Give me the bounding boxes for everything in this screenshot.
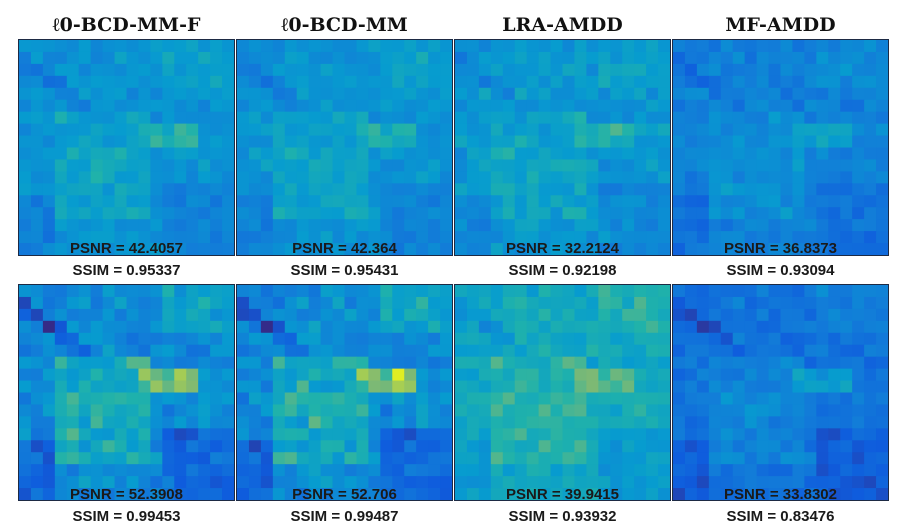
ssim-label: SSIM = 0.95431: [290, 262, 399, 279]
column-title-l0-bcd-mm-f: ℓ0-BCD-MM-F: [52, 14, 201, 36]
column-title-mf-amdd: MF-AMDD: [725, 14, 836, 36]
psnr-label: PSNR = 42.364: [292, 240, 397, 257]
image-panel: [236, 39, 453, 256]
ssim-label: SSIM = 0.83476: [726, 508, 835, 525]
ssim-label: SSIM = 0.92198: [508, 262, 617, 279]
image-panel: [454, 39, 671, 256]
ssim-label: SSIM = 0.93932: [508, 508, 617, 525]
column-title-l0-bcd-mm: ℓ0-BCD-MM: [281, 14, 408, 36]
psnr-label: PSNR = 39.9415: [506, 486, 619, 503]
psnr-label: PSNR = 52.3908: [70, 486, 183, 503]
psnr-label: PSNR = 42.4057: [70, 240, 183, 257]
ssim-label: SSIM = 0.93094: [726, 262, 835, 279]
image-panel: [18, 284, 235, 501]
column-title-lra-amdd: LRA-AMDD: [502, 14, 623, 36]
image-panel: [454, 284, 671, 501]
ssim-label: SSIM = 0.95337: [72, 262, 181, 279]
psnr-label: PSNR = 52.706: [292, 486, 397, 503]
ssim-label: SSIM = 0.99453: [72, 508, 181, 525]
image-panel: [672, 284, 889, 501]
ssim-label: SSIM = 0.99487: [290, 508, 399, 525]
psnr-label: PSNR = 33.8302: [724, 486, 837, 503]
image-panel: [18, 39, 235, 256]
image-panel: [672, 39, 889, 256]
psnr-label: PSNR = 32.2124: [506, 240, 619, 257]
psnr-label: PSNR = 36.8373: [724, 240, 837, 257]
image-panel: [236, 284, 453, 501]
